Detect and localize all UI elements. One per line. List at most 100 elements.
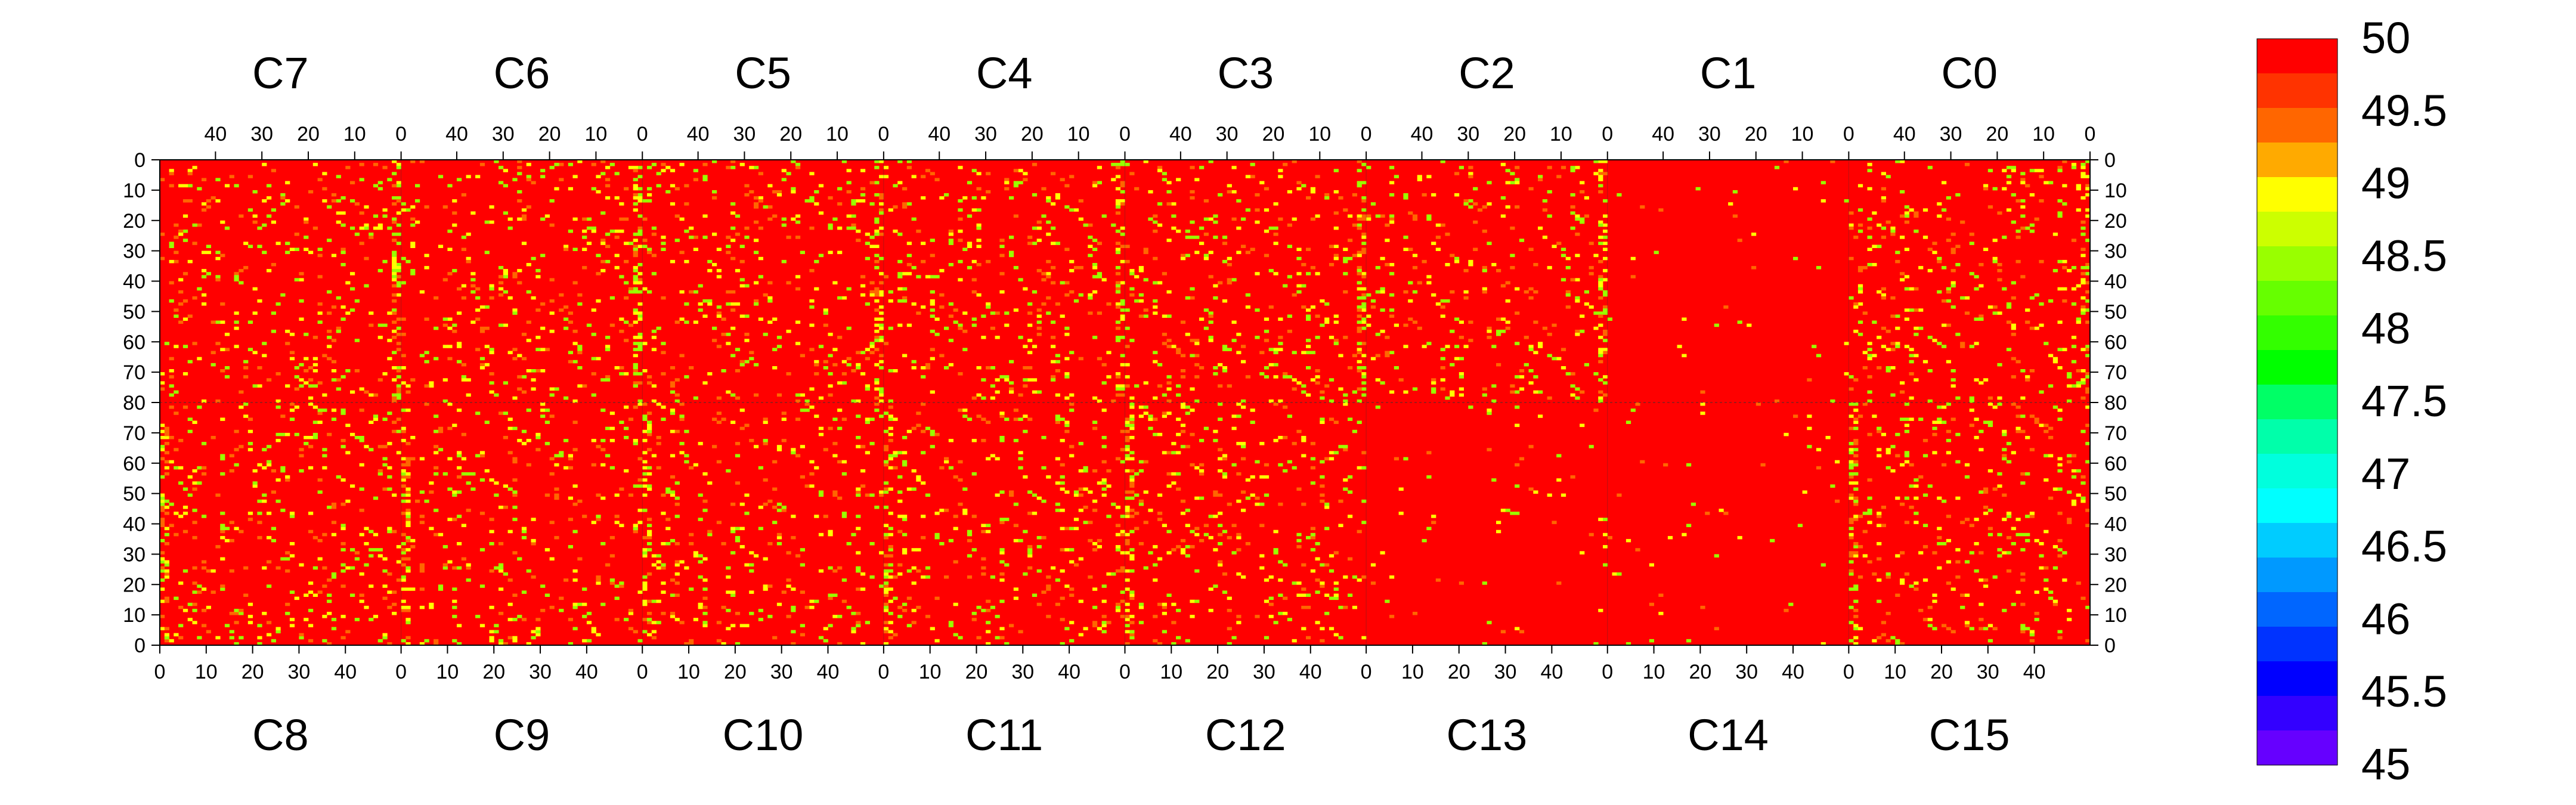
- heatmap-cell: [215, 399, 221, 403]
- heatmap-cell: [457, 466, 462, 470]
- heatmap-cell: [1162, 605, 1167, 609]
- heatmap-cell: [1157, 642, 1163, 646]
- heatmap-cell: [712, 233, 717, 236]
- heatmap-cell: [197, 636, 202, 640]
- heatmap-cell: [1974, 275, 1979, 278]
- heatmap-cell: [2085, 387, 2091, 391]
- heatmap-cell: [995, 493, 1000, 497]
- heatmap-cell: [633, 527, 638, 531]
- heatmap-cell: [605, 345, 611, 348]
- heatmap-cell: [2071, 287, 2077, 291]
- heatmap-cell: [1115, 320, 1121, 324]
- heatmap-cell: [971, 317, 977, 321]
- heatmap-cell: [1867, 399, 1872, 403]
- heatmap-cell: [1942, 266, 1947, 270]
- heatmap-cell: [637, 457, 643, 461]
- heatmap-cell: [1046, 587, 1051, 591]
- heatmap-cell: [628, 323, 634, 327]
- heatmap-cell: [479, 357, 485, 361]
- heatmap-cell: [457, 178, 462, 181]
- heatmap-cell: [791, 160, 796, 163]
- heatmap-cell: [1125, 578, 1130, 582]
- heatmap-cell: [851, 630, 856, 634]
- heatmap-cell: [651, 336, 657, 339]
- heatmap-cell: [401, 493, 406, 497]
- heatmap-cell: [2067, 384, 2072, 388]
- heatmap-cell: [387, 475, 392, 479]
- heatmap-cell: [860, 293, 866, 297]
- heatmap-cell: [182, 239, 188, 242]
- heatmap-cell: [1125, 602, 1130, 606]
- heatmap-cell: [1607, 317, 1612, 321]
- heatmap-cell: [879, 339, 884, 342]
- heatmap-cell: [396, 390, 401, 394]
- heatmap-cell: [359, 509, 364, 512]
- heatmap-cell: [1273, 439, 1278, 442]
- heatmap-cell: [164, 633, 169, 637]
- heatmap-cell: [1013, 184, 1018, 188]
- heatmap-cell: [1370, 563, 1376, 567]
- heatmap-cell: [661, 581, 666, 585]
- heatmap-cell: [1231, 278, 1237, 281]
- heatmap-cell: [1310, 569, 1315, 573]
- heatmap-cell: [285, 569, 290, 573]
- heatmap-cell: [628, 612, 634, 615]
- heatmap-cell: [888, 554, 893, 558]
- heatmap-cell: [419, 563, 425, 567]
- heatmap-cell: [1115, 387, 1121, 391]
- heatmap-cell: [656, 184, 661, 188]
- heatmap-cell: [619, 420, 624, 424]
- heatmap-cell: [1853, 236, 1859, 239]
- heatmap-cell: [1969, 272, 1974, 275]
- heatmap-cell: [1283, 563, 1288, 567]
- heatmap-cell: [2025, 627, 2030, 630]
- heatmap-cell: [1422, 345, 1427, 348]
- heatmap-cell: [1979, 381, 1984, 385]
- heatmap-cell: [206, 250, 211, 255]
- heatmap-cell: [331, 575, 337, 579]
- heatmap-cell: [874, 181, 880, 185]
- heatmap-cell: [1338, 354, 1343, 358]
- heatmap-cell: [1820, 563, 1826, 567]
- heatmap-cell: [2076, 317, 2081, 321]
- heatmap-cell: [503, 169, 508, 172]
- heatmap-cell: [619, 366, 624, 370]
- heatmap-cell: [1890, 393, 1896, 397]
- chip-label-top: C1: [1700, 48, 1757, 98]
- heatmap-cell: [475, 348, 481, 351]
- heatmap-cell: [484, 363, 490, 367]
- heatmap-cell: [1315, 590, 1320, 594]
- heatmap-cell: [656, 172, 661, 175]
- heatmap-cell: [693, 178, 698, 181]
- heatmap-cell: [1190, 166, 1195, 169]
- heatmap-cell: [392, 311, 397, 315]
- heatmap-cell: [1946, 323, 1951, 327]
- heatmap-cell: [549, 329, 555, 333]
- heatmap-cell: [1468, 199, 1473, 203]
- heatmap-cell: [410, 160, 416, 163]
- heatmap-cell: [1055, 509, 1060, 512]
- heatmap-cell: [401, 499, 406, 503]
- heatmap-cell: [340, 524, 346, 527]
- heatmap-cell: [828, 393, 833, 397]
- heatmap-cell: [434, 296, 439, 300]
- heatmap-cell: [1190, 220, 1195, 224]
- heatmap-cell: [958, 408, 963, 412]
- heatmap-cell: [665, 527, 671, 531]
- heatmap-cell: [2080, 166, 2086, 169]
- heatmap-cell: [1046, 615, 1051, 618]
- heatmap-cell: [1231, 551, 1237, 555]
- heatmap-cell: [684, 566, 689, 570]
- heatmap-cell: [665, 487, 671, 491]
- heatmap-cell: [340, 375, 346, 379]
- heatmap-cell: [271, 220, 276, 224]
- heatmap-cell: [633, 311, 638, 315]
- heatmap-cell: [712, 417, 717, 421]
- heatmap-cell: [359, 226, 364, 230]
- heatmap-cell: [262, 493, 267, 497]
- heatmap-cell: [1301, 184, 1306, 188]
- heatmap-cell: [1473, 187, 1478, 191]
- heatmap-cell: [2044, 342, 2049, 345]
- heatmap-cell: [312, 357, 318, 361]
- heatmap-cell: [2080, 296, 2086, 300]
